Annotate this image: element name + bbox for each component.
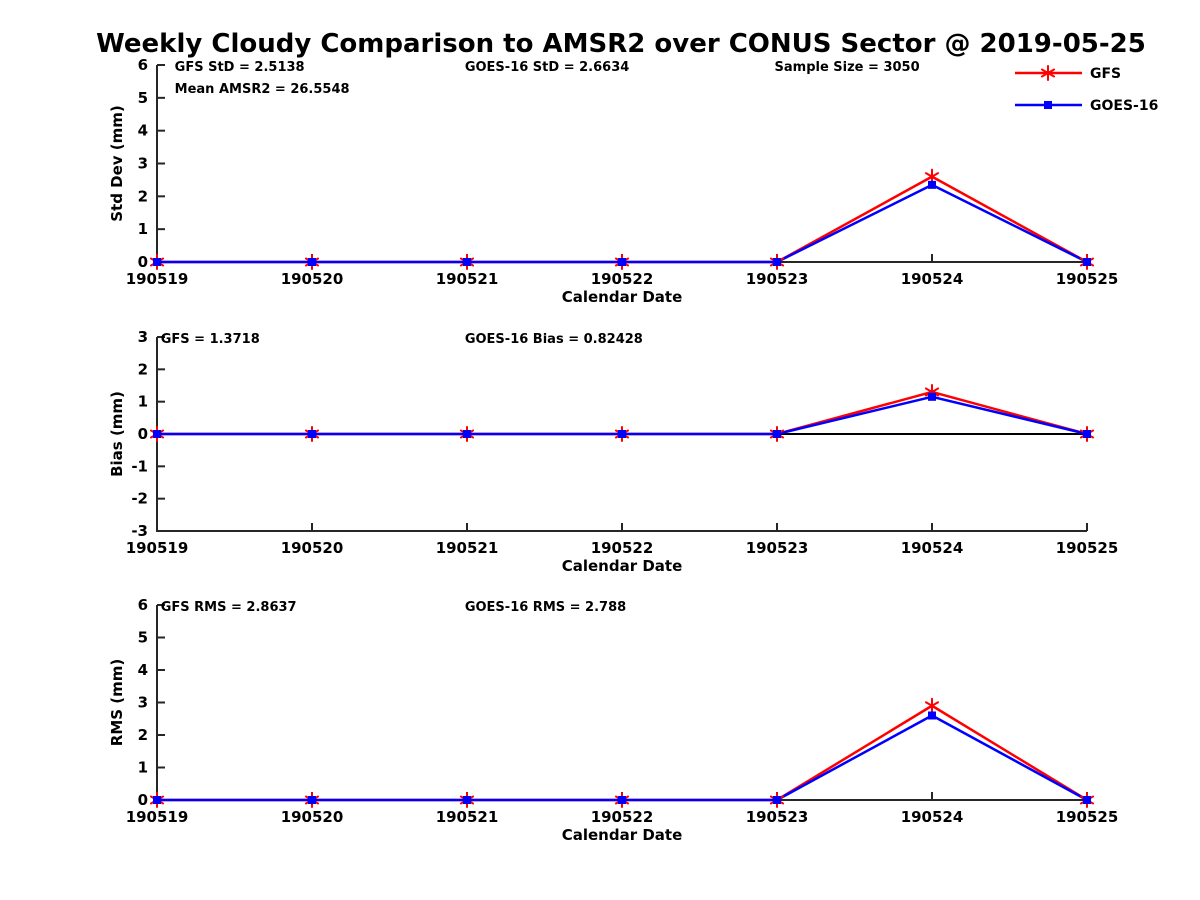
x-tick-label: 190524 (901, 270, 964, 288)
y-tick-label: 0 (138, 425, 148, 443)
y-tick-label: 1 (138, 393, 148, 411)
gfs-line (157, 175, 1088, 264)
x-tick-label: 190522 (591, 808, 654, 826)
y-tick-label: 6 (138, 56, 148, 74)
y-tick-label: -1 (131, 457, 148, 475)
x-tick-label: 190524 (901, 539, 964, 557)
x-tick-label: 190523 (746, 808, 809, 826)
legend-item-goes-16: GOES-16 (1015, 98, 1158, 114)
annotation: GOES-16 StD = 2.6634 (465, 60, 629, 75)
y-tick-label: 2 (138, 360, 148, 378)
goes-16-line (157, 714, 1088, 802)
x-tick-label: 190522 (591, 270, 654, 288)
goes-16-marker (773, 430, 781, 438)
x-tick-label: 190519 (126, 270, 189, 288)
x-tick-label: 190520 (281, 539, 344, 557)
x-axis-label: Calendar Date (562, 557, 683, 575)
x-tick-label: 190520 (281, 270, 344, 288)
x-tick-label: 190519 (126, 808, 189, 826)
y-tick-label: 3 (138, 155, 148, 173)
goes-16-marker (1083, 258, 1091, 266)
y-axis-label: Bias (mm) (108, 391, 126, 477)
annotation: Sample Size = 3050 (775, 60, 920, 75)
x-tick-label: 190525 (1056, 808, 1119, 826)
x-tick-label: 190525 (1056, 270, 1119, 288)
y-tick-label: 5 (138, 629, 148, 647)
gfs-marker (924, 697, 940, 714)
y-tick-label: 1 (138, 220, 148, 238)
x-tick-label: 190521 (436, 539, 499, 557)
x-tick-label: 190523 (746, 539, 809, 557)
annotation: GFS StD = 2.5138 (175, 60, 305, 75)
goes-16-marker (928, 392, 936, 401)
y-tick-label: 5 (138, 89, 148, 107)
x-tick-label: 190523 (746, 270, 809, 288)
subplot-rms: 0 1 2 3 4 5 6 190519 190520 190521 190522 190523 190… (108, 596, 1118, 844)
annotation: GOES-16 RMS = 2.788 (465, 600, 626, 615)
x-tick-label: 190521 (436, 808, 499, 826)
goes-16-marker (463, 430, 471, 438)
x-axis-label: Calendar Date (562, 288, 683, 306)
y-tick-label: 3 (138, 694, 148, 712)
gfs-line (157, 704, 1088, 802)
y-tick-label: 3 (138, 328, 148, 346)
x-tick-label: 190519 (126, 539, 189, 557)
y-tick-label: -2 (131, 490, 148, 508)
y-tick-label: 0 (138, 791, 148, 809)
goes-16-marker (618, 796, 626, 804)
goes-16-marker (463, 796, 471, 804)
goes-16-marker (153, 258, 161, 266)
legend-item-gfs: GFS (1015, 65, 1121, 82)
goes-16-marker (308, 796, 316, 804)
y-tick-label: 6 (138, 596, 148, 614)
legend-square-icon (1044, 101, 1052, 109)
goes-16-marker (308, 258, 316, 266)
goes-16-marker (773, 258, 781, 266)
y-tick-label: 2 (138, 187, 148, 205)
x-tick-label: 190525 (1056, 539, 1119, 557)
goes-16-line (157, 183, 1088, 264)
y-tick-label: -3 (131, 522, 148, 540)
y-tick-label: 1 (138, 759, 148, 777)
goes-16-marker (928, 180, 936, 189)
y-tick-label: 4 (138, 661, 148, 679)
legend-label: GFS (1090, 66, 1121, 82)
y-tick-label: 4 (138, 122, 148, 140)
annotation: GFS RMS = 2.8637 (161, 600, 297, 615)
y-axis-label: Std Dev (mm) (108, 105, 126, 222)
goes-16-marker (773, 796, 781, 804)
legend-asterisk-icon (1040, 65, 1056, 81)
goes-16-marker (618, 430, 626, 438)
x-axis-label: Calendar Date (562, 826, 683, 844)
legend: GFS GOES-16 (1015, 65, 1158, 114)
y-tick-label: 0 (138, 253, 148, 271)
x-tick-label: 190520 (281, 808, 344, 826)
annotation: GFS = 1.3718 (161, 332, 260, 347)
goes-16-marker (463, 258, 471, 266)
x-tick-label: 190522 (591, 539, 654, 557)
subplot-stddev: 0 1 2 3 4 5 6 190519 190520 190521 190522 190523 190… (108, 56, 1118, 306)
goes-16-marker (1083, 430, 1091, 438)
goes-16-marker (153, 796, 161, 804)
chart-title: Weekly Cloudy Comparison to AMSR2 over C… (96, 29, 1146, 59)
x-tick-label: 190524 (901, 808, 964, 826)
y-axis-label: RMS (mm) (108, 659, 126, 746)
legend-label: GOES-16 (1090, 98, 1158, 114)
goes-16-marker (618, 258, 626, 266)
goes-16-marker (1083, 796, 1091, 804)
goes-16-marker (308, 430, 316, 438)
goes-16-marker (928, 711, 936, 720)
annotation: Mean AMSR2 = 26.5548 (175, 82, 350, 97)
x-tick-label: 190521 (436, 270, 499, 288)
y-tick-label: 2 (138, 726, 148, 744)
annotation: GOES-16 Bias = 0.82428 (465, 332, 643, 347)
goes-16-marker (153, 430, 161, 438)
